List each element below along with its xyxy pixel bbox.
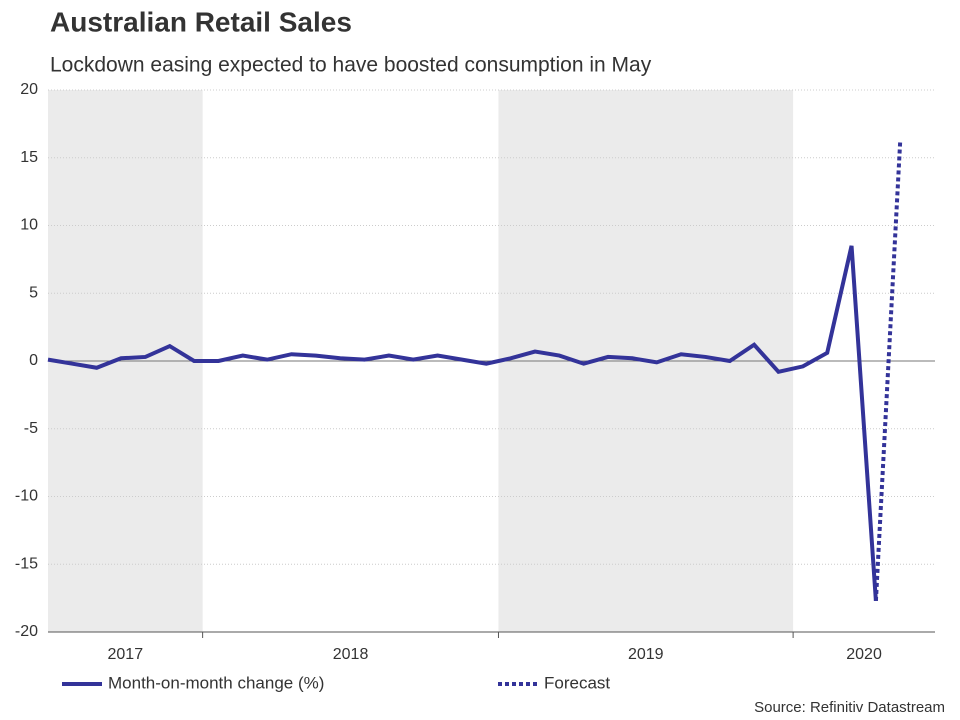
legend-label: Month-on-month change (%) (108, 673, 324, 692)
x-tick-label: 2018 (333, 646, 369, 663)
y-tick-label: -15 (15, 555, 38, 572)
chart-subtitle: Lockdown easing expected to have boosted… (50, 54, 652, 77)
y-tick-label: -5 (24, 420, 38, 437)
series-line (47, 245, 878, 601)
x-tick-label: 2020 (846, 646, 882, 663)
series-line (873, 140, 903, 601)
y-tick-label: 5 (29, 284, 38, 301)
source: Source: Refinitiv Datastream (754, 699, 945, 716)
y-tick-label: -20 (15, 623, 38, 640)
y-tick-label: 10 (20, 217, 38, 234)
y-tick-label: 15 (20, 149, 38, 166)
x-tick-label: 2017 (108, 646, 144, 663)
x-tick-label: 2019 (628, 646, 664, 663)
y-tick-label: -10 (15, 488, 38, 505)
chart-title: Australian Retail Sales (50, 6, 352, 37)
y-tick-label: 0 (29, 352, 38, 369)
legend-label: Forecast (544, 673, 610, 692)
y-tick-label: 20 (20, 81, 38, 98)
